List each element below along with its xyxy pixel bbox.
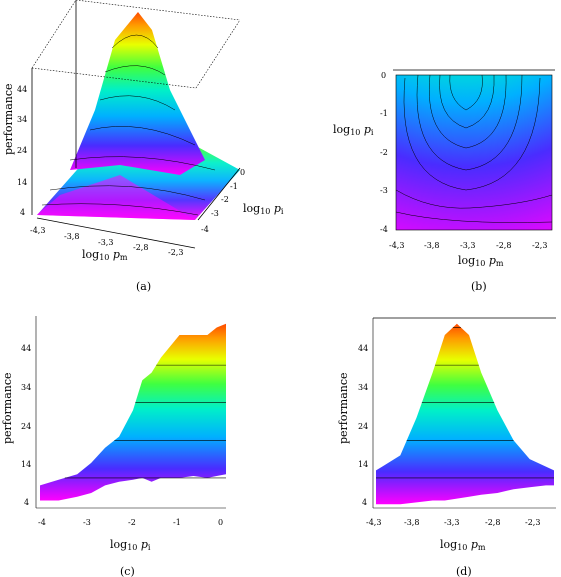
- panel-b-y-ticks: 0 -1 -2 -3 -4: [380, 71, 388, 234]
- panel-c-caption: (c): [120, 565, 135, 577]
- panel-d-level-lines: [376, 327, 554, 479]
- panel-d-ytick-4: 44: [358, 344, 368, 353]
- panel-b-xlabel: log10 pm: [458, 254, 504, 268]
- panel-a-ztick-2: 24: [17, 146, 27, 155]
- panel-c-level-lines: [64, 364, 226, 479]
- panel-d-xtick-1: -3,8: [404, 518, 419, 527]
- panel-a-ztick-4: 44: [17, 85, 27, 94]
- panel-c-ytick-3: 34: [21, 383, 31, 392]
- panel-c-ytick-0: 4: [24, 498, 29, 507]
- panel-c-xtick-2: -2: [128, 518, 136, 527]
- panel-a-xtick-1: -3,8: [64, 232, 79, 241]
- panel-c-ytick-4: 44: [21, 344, 31, 353]
- panel-a-zlabel: performance: [2, 83, 15, 155]
- panel-b-ytick-4: -4: [380, 225, 388, 234]
- panel-b-ytick-3: -3: [380, 186, 388, 195]
- panel-c-xtick-4: 0: [218, 518, 223, 527]
- panel-c-xtick-1: -3: [83, 518, 91, 527]
- panel-d-xtick-4: -2,3: [525, 518, 540, 527]
- panel-d-xtick-0: -4,3: [366, 518, 381, 527]
- panel-a-xtick-0: -4,3: [30, 226, 45, 235]
- panel-d: 4 14 24 34 44 -4,3 -3,8 -3,3 -2,8 -2,3 p…: [337, 317, 556, 577]
- panel-a-ytick-1: -1: [230, 182, 238, 191]
- panel-a-ytick-2: -2: [221, 195, 229, 204]
- panel-b-ytick-2: -2: [380, 148, 388, 157]
- panel-d-ytick-1: 14: [358, 460, 368, 469]
- panel-c-ytick-1: 14: [21, 460, 31, 469]
- panel-a-ytick-3: -3: [211, 209, 219, 218]
- panel-b-xtick-0: -4,3: [389, 241, 404, 250]
- panel-d-y-ticks: 4 14 24 34 44: [358, 344, 368, 507]
- panel-b-contours: [396, 75, 552, 223]
- panel-c-area: [40, 323, 226, 501]
- panel-d-x-ticks: -4,3 -3,8 -3,3 -2,8 -2,3: [366, 518, 540, 527]
- panel-b-ylabel: log10 pi: [333, 123, 374, 137]
- panel-a-z-ticks: 4 14 24 34 44: [17, 85, 27, 217]
- panel-a-y-ticks: 0 -1 -2 -3 -4: [201, 168, 245, 234]
- panel-a-ztick-3: 34: [17, 115, 27, 124]
- panel-a-ylabel: log10 pi: [243, 202, 284, 216]
- panel-d-ytick-3: 34: [358, 383, 368, 392]
- panel-d-ytick-0: 4: [362, 498, 367, 507]
- panel-d-ytick-2: 24: [358, 422, 368, 431]
- panel-b: 0 -1 -2 -3 -4 -4,3 -3,8 -3,3 -2,8 -2,3 l…: [333, 69, 555, 293]
- panel-a-x-ticks: -4,3 -3,8 -3,3 -2,8 -2,3: [30, 226, 183, 257]
- panel-c-xlabel: log10 pi: [110, 538, 151, 552]
- panel-a-xlabel: log10 pm: [82, 248, 128, 262]
- panel-a-ytick-4: -4: [201, 225, 209, 234]
- panel-c-x-ticks: -4 -3 -2 -1 0: [38, 518, 223, 527]
- panel-d-area: [376, 323, 554, 505]
- panel-a-surface-peak: [70, 12, 205, 175]
- panel-c-xtick-0: -4: [38, 518, 46, 527]
- panel-d-caption: (d): [456, 565, 472, 577]
- panel-d-xtick-2: -3,3: [444, 518, 459, 527]
- panel-b-heatmap: [396, 75, 552, 230]
- panel-a-xtick-2: -3,3: [98, 238, 113, 247]
- panel-d-xlabel: log10 pm: [440, 538, 486, 552]
- panel-a-xtick-4: -2,3: [168, 248, 183, 257]
- panel-a-xtick-3: -2,8: [133, 243, 148, 252]
- panel-c-y-ticks: 4 14 24 34 44: [21, 344, 31, 507]
- panel-a-contours: [41, 34, 216, 216]
- panel-a: 4 14 24 34 44 performance -4,3 -3,8 -3,3…: [2, 0, 284, 293]
- panel-b-caption: (b): [471, 280, 487, 293]
- panel-c-ylabel: performance: [1, 372, 14, 444]
- panel-a-caption: (a): [136, 280, 151, 293]
- panel-b-ytick-0: 0: [381, 71, 386, 80]
- panel-b-xtick-1: -3,8: [424, 241, 439, 250]
- panel-b-x-ticks: -4,3 -3,8 -3,3 -2,8 -2,3: [389, 241, 547, 250]
- panel-a-ztick-0: 4: [20, 208, 25, 217]
- panel-b-ytick-1: -1: [380, 109, 388, 118]
- panel-c-xtick-3: -1: [173, 518, 181, 527]
- panel-d-xtick-3: -2,8: [485, 518, 500, 527]
- panel-c-ytick-2: 24: [21, 422, 31, 431]
- panel-d-ylabel: performance: [337, 372, 350, 444]
- panel-c: 4 14 24 34 44 -4 -3 -2 -1 0 performance …: [1, 316, 226, 577]
- panel-a-ytick-0: 0: [240, 168, 245, 177]
- panel-b-xtick-2: -3,3: [460, 241, 475, 250]
- panel-b-xtick-3: -2,8: [496, 241, 511, 250]
- panel-b-xtick-4: -2,3: [532, 241, 547, 250]
- panel-a-ztick-1: 14: [17, 178, 27, 187]
